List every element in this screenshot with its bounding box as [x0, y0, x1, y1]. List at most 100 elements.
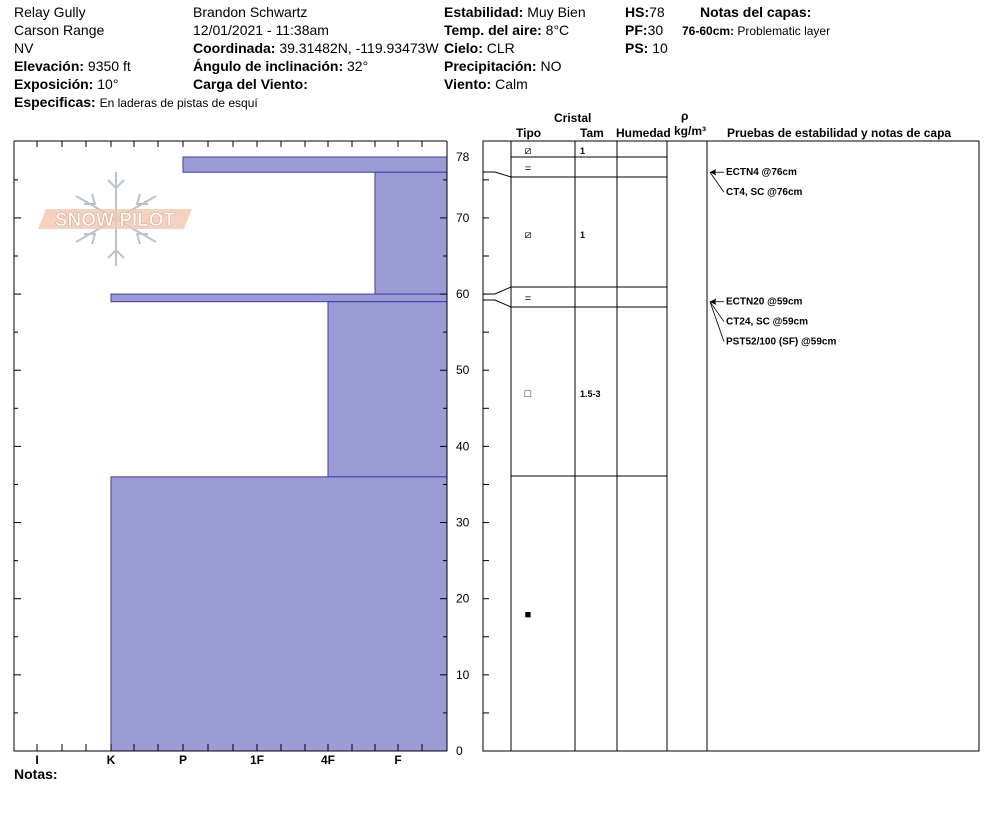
range-name: Carson Range — [14, 22, 105, 38]
humedad-header: Humedad — [616, 126, 671, 140]
specifics-value: En laderas de pistas de esquí — [99, 96, 258, 110]
observation-datetime: 12/01/2021 - 11:38am — [193, 22, 329, 38]
coordinate-label: Coordinada: — [193, 40, 276, 56]
air-temp-value: 8°C — [545, 22, 570, 38]
layer-note: 76-60cm: Problematic layer — [682, 23, 830, 40]
layer-connector-line — [483, 171, 512, 178]
layer-notes-title: Notas del capas: — [700, 4, 812, 20]
stability-row: Estabilidad: Muy Bien — [444, 4, 586, 21]
table-frame — [482, 140, 980, 752]
stability-test-label: CT4, SC @76cm — [726, 187, 803, 198]
hardness-bar — [327, 301, 448, 478]
hardness-bar — [182, 156, 448, 173]
sky-label: Cielo: — [444, 40, 483, 56]
slope-row: Ángulo de inclinación: 32° — [193, 58, 368, 75]
coordinate-row: Coordinada: 39.31482N, -119.93473W — [193, 40, 439, 57]
observer-name: Brandon Schwartz — [193, 4, 308, 20]
notes-label: Notas: — [14, 766, 58, 782]
ps-value: 10 — [652, 40, 668, 56]
slope-value: 32° — [347, 58, 369, 74]
specifics-row: Especificas: En laderas de pistas de esq… — [14, 94, 258, 112]
air-temp-label: Temp. del aire: — [444, 22, 542, 38]
hs-row: HS:78 — [625, 4, 665, 21]
hardness-bar — [374, 171, 448, 295]
precip-row: Precipitación: NO — [444, 58, 561, 75]
elevation-label: Elevación: — [14, 58, 85, 74]
ps-row: PS: 10 — [625, 40, 668, 57]
hardness-tick-label: 4F — [321, 753, 335, 767]
depth-tick-label: 50 — [456, 363, 470, 377]
stability-test-arrow — [709, 301, 725, 342]
sky-row: Cielo: CLR — [444, 40, 515, 57]
ps-label: PS: — [625, 40, 649, 56]
snow-pilot-logo: SNOW PILOT — [38, 209, 192, 231]
grain-type-icon: ⧄ — [525, 145, 532, 157]
tests-header: Pruebas de estabilidad y notas de capa — [727, 126, 952, 140]
hardness-tick-label: F — [394, 753, 401, 767]
precip-value: NO — [540, 58, 562, 74]
sky-value: CLR — [486, 40, 515, 56]
wind-load-label: Carga del Viento: — [193, 76, 308, 92]
aspect-label: Exposición: — [14, 76, 94, 92]
stability-test-arrow — [709, 301, 725, 322]
hs-value: 78 — [649, 4, 665, 20]
air-temp-row: Temp. del aire: 8°C — [444, 22, 569, 39]
tipo-header: Tipo — [516, 126, 542, 140]
aspect-value: 10° — [97, 76, 119, 92]
location-name: Relay Gully — [14, 4, 86, 20]
elevation-row: Elevación: 9350 ft — [14, 58, 131, 75]
stability-test-arrow — [709, 172, 725, 193]
snow-pilot-logo-text: SNOW PILOT — [55, 210, 176, 231]
hardness-tick-label: P — [179, 753, 187, 767]
depth-tick-label: 78 — [456, 150, 470, 164]
wind-value: Calm — [495, 76, 528, 92]
hardness-bar — [110, 476, 448, 752]
wind-load-row: Carga del Viento: — [193, 76, 308, 93]
stability-test-label: PST52/100 (SF) @59cm — [726, 337, 836, 348]
stability-value: Muy Bien — [527, 4, 586, 20]
depth-tick-label: 40 — [456, 439, 470, 453]
hardness-bar — [110, 293, 448, 303]
layer-connector-line — [483, 286, 512, 295]
hs-label: HS: — [625, 4, 650, 20]
arrow-head-icon — [710, 169, 716, 176]
wind-label: Viento: — [444, 76, 492, 92]
precip-label: Precipitación: — [444, 58, 537, 74]
stability-test-label: CT24, SC @59cm — [726, 317, 808, 328]
wind-row: Viento: Calm — [444, 76, 528, 93]
arrow-head-icon — [710, 298, 716, 305]
pf-row: PF:30 — [625, 22, 663, 39]
stability-test-label: ECTN4 @76cm — [726, 167, 797, 178]
layer-note-text: Problematic layer — [737, 24, 831, 38]
hardness-tick-label: 1F — [250, 753, 264, 767]
coordinate-value: 39.31482N, -119.93473W — [279, 40, 439, 56]
grain-type-icon: ⧄ — [525, 229, 532, 241]
depth-tick-label: 70 — [456, 211, 470, 225]
hardness-tick-label: K — [107, 753, 116, 767]
depth-tick-label: 0 — [456, 744, 463, 758]
stability-test-label: ECTN20 @59cm — [726, 297, 803, 308]
grain-type-icon: □ — [525, 388, 532, 400]
pf-label: PF: — [625, 22, 648, 38]
specifics-label: Especificas: — [14, 94, 96, 110]
elevation-value: 9350 ft — [87, 58, 131, 74]
depth-tick-label: 20 — [456, 592, 470, 606]
layer-note-range: 76-60cm: — [682, 24, 735, 38]
hardness-tick-label: I — [35, 753, 38, 767]
tam-header: Tam — [580, 126, 604, 140]
grain-size-label: 1 — [580, 230, 585, 240]
cristal-header: Cristal — [554, 111, 592, 125]
state-name: NV — [14, 40, 34, 56]
depth-tick-label: 30 — [456, 516, 470, 530]
stability-label: Estabilidad: — [444, 4, 524, 20]
grain-size-label: 1 — [580, 146, 585, 156]
grain-type-icon: = — [525, 163, 531, 175]
depth-tick-label: 60 — [456, 287, 470, 301]
grain-type-icon: ■ — [525, 609, 532, 621]
rho-header: ρ — [681, 109, 689, 123]
aspect-row: Exposición: 10° — [14, 76, 118, 93]
grain-type-icon: = — [525, 293, 531, 305]
density-unit-header: kg/m³ — [674, 124, 707, 138]
layer-connector-line — [483, 299, 512, 308]
